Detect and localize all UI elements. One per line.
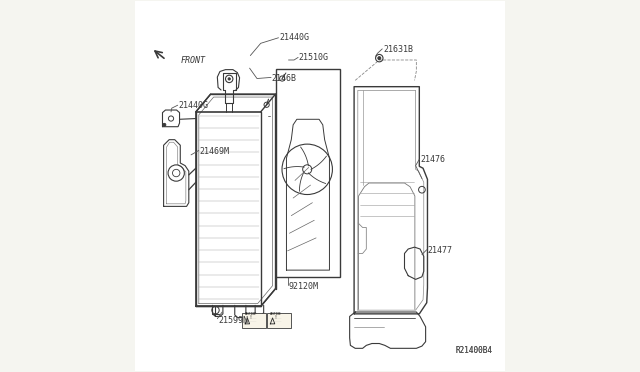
Text: 21440G: 21440G <box>179 101 209 110</box>
Text: FRONT: FRONT <box>181 56 206 65</box>
Bar <box>242 313 266 328</box>
Text: ___________: ___________ <box>269 318 281 319</box>
Text: 2146B: 2146B <box>272 74 297 83</box>
Text: 92120M: 92120M <box>289 282 319 291</box>
Text: 21477: 21477 <box>428 246 452 255</box>
Text: ___________: ___________ <box>244 318 256 319</box>
Text: CAUTION: CAUTION <box>244 312 256 316</box>
Circle shape <box>378 57 381 60</box>
Text: 21469M: 21469M <box>200 147 230 156</box>
Text: R21400B4: R21400B4 <box>455 346 492 355</box>
Bar <box>268 313 291 328</box>
Text: R21400B4: R21400B4 <box>455 346 492 355</box>
Text: 21476: 21476 <box>420 155 445 164</box>
Bar <box>276 69 340 277</box>
Text: 21510G: 21510G <box>299 53 329 62</box>
Text: 21440G: 21440G <box>279 33 309 42</box>
Text: 21599N: 21599N <box>218 316 248 325</box>
Circle shape <box>228 78 230 80</box>
Text: !: ! <box>250 315 252 320</box>
Text: CAUTION: CAUTION <box>269 312 281 316</box>
Text: ___________: ___________ <box>269 321 281 322</box>
Text: 21631B: 21631B <box>383 45 413 54</box>
Text: ___________: ___________ <box>244 321 256 322</box>
Circle shape <box>163 124 166 126</box>
Text: !: ! <box>275 315 276 320</box>
Bar <box>276 69 340 277</box>
